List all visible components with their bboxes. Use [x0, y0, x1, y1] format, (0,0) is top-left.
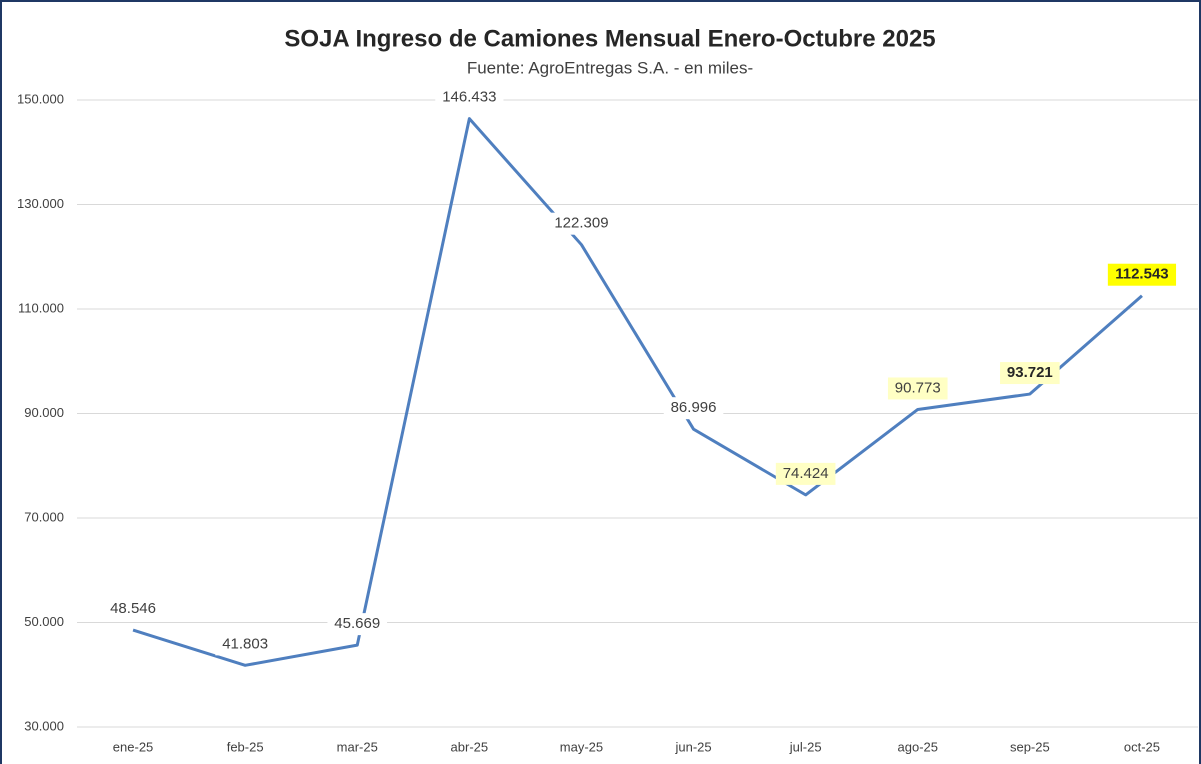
data-label-bg — [435, 86, 504, 109]
data-label: 122.309 — [554, 215, 608, 232]
data-label: 86.996 — [671, 399, 717, 416]
x-tick-label: ago-25 — [898, 739, 938, 754]
y-tick-label: 130.000 — [17, 196, 64, 211]
x-tick-label: ene-25 — [113, 739, 153, 754]
y-tick-label: 70.000 — [24, 509, 64, 524]
data-label: 146.433 — [442, 89, 496, 106]
y-tick-label: 90.000 — [24, 405, 64, 420]
data-label-bg — [1000, 362, 1060, 385]
data-label-bg — [215, 633, 275, 656]
data-label-bg — [775, 462, 836, 485]
y-tick-label: 30.000 — [24, 718, 64, 733]
y-tick-label: 110.000 — [18, 300, 64, 315]
data-label-bg — [663, 397, 724, 420]
chart-title: SOJA Ingreso de Camiones Mensual Enero-O… — [284, 25, 935, 52]
data-label-bg — [327, 613, 388, 636]
y-tick-label: 150.000 — [17, 91, 64, 106]
chart-subtitle: Fuente: AgroEntregas S.A. - en miles- — [467, 58, 753, 77]
x-tick-label: jun-25 — [674, 739, 711, 754]
data-label: 41.803 — [222, 635, 268, 652]
x-tick-label: mar-25 — [337, 739, 378, 754]
data-label: 112.543 — [1115, 266, 1168, 283]
x-tick-label: jul-25 — [789, 739, 822, 754]
data-label-bg — [887, 377, 948, 400]
data-label-bg — [1107, 263, 1177, 286]
x-tick-label: feb-25 — [227, 739, 264, 754]
data-label: 93.721 — [1007, 364, 1053, 381]
x-tick-label: abr-25 — [451, 739, 489, 754]
line — [132, 117, 1143, 667]
data-label: 45.669 — [334, 615, 380, 632]
y-tick-label: 50.000 — [24, 614, 64, 629]
data-label-bg — [547, 212, 616, 235]
data-label: 90.773 — [895, 379, 941, 396]
data-label: 48.546 — [110, 600, 156, 617]
x-tick-label: oct-25 — [1124, 739, 1160, 754]
x-tick-label: sep-25 — [1010, 739, 1050, 754]
data-label-bg — [103, 598, 163, 621]
x-tick-label: may-25 — [560, 739, 603, 754]
data-label: 74.424 — [783, 465, 829, 482]
